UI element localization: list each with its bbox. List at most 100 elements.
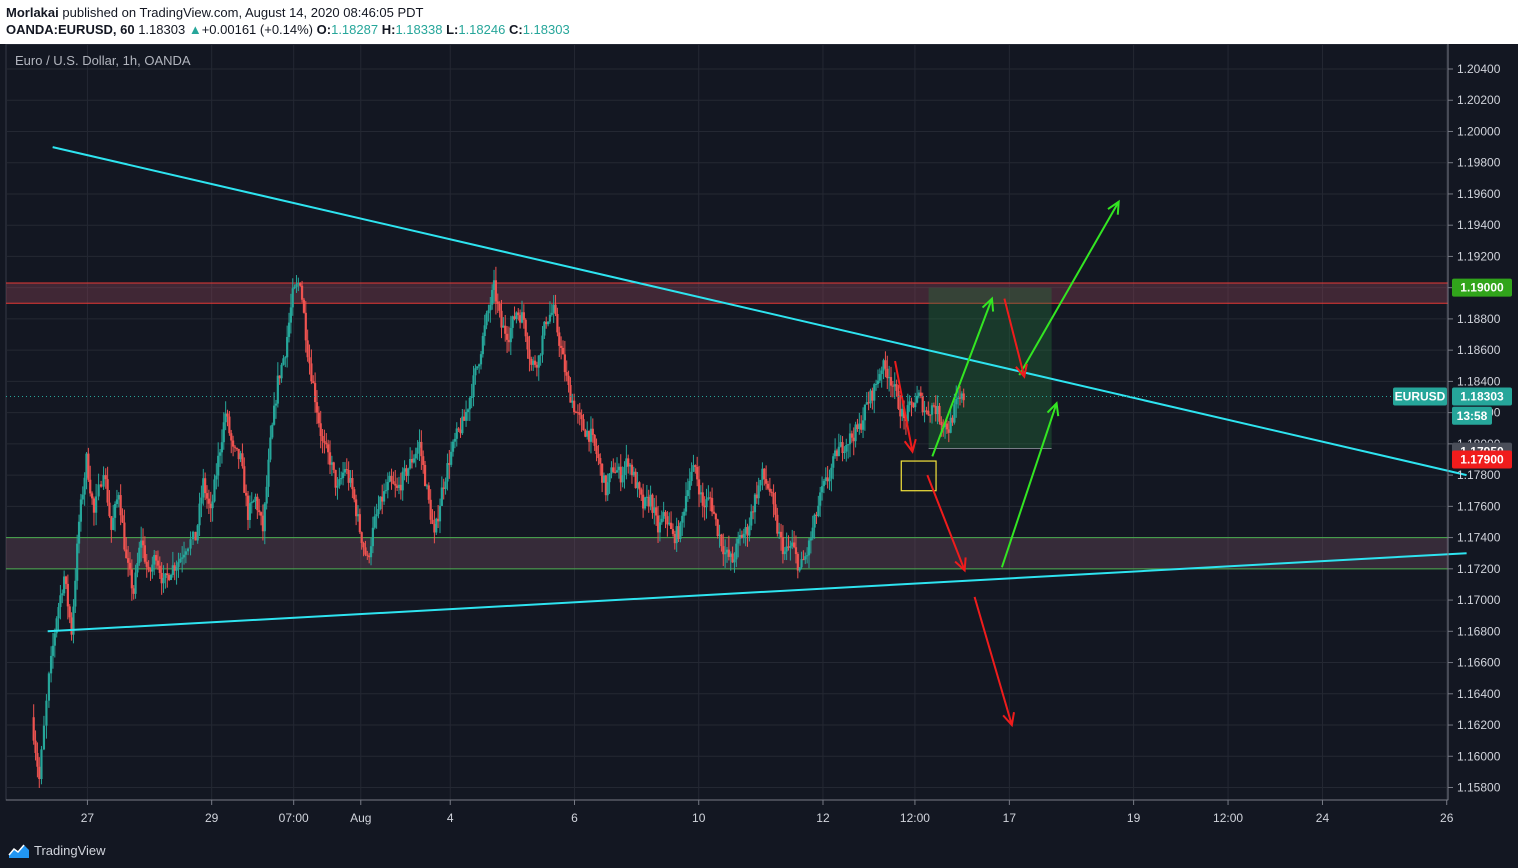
price-badge-value: 13:58 — [1457, 409, 1488, 423]
candle-body — [40, 749, 43, 780]
tradingview-brand[interactable]: TradingView — [34, 843, 106, 858]
candle-body — [138, 547, 141, 564]
candle-body — [573, 400, 576, 413]
y-tick-label: 1.17400 — [1457, 531, 1501, 545]
candle-body — [565, 372, 568, 376]
candle-body — [321, 436, 324, 442]
candle-body — [59, 595, 62, 608]
candle-body — [517, 312, 520, 316]
candle-body — [791, 542, 794, 546]
candle-body — [286, 336, 289, 358]
published-text: published on TradingView.com, August 14,… — [62, 5, 424, 20]
author-name[interactable]: Morlakai — [6, 5, 59, 20]
candle-body — [843, 451, 846, 454]
y-tick-label: 1.16000 — [1457, 749, 1501, 763]
candle-body — [461, 416, 464, 434]
candle-body — [873, 384, 876, 401]
candle-body — [642, 494, 645, 509]
candle-body — [230, 433, 233, 441]
candle-body — [487, 310, 490, 314]
candle-body — [405, 468, 408, 476]
red-arrow-head — [1002, 712, 1015, 728]
candle-body — [766, 483, 770, 489]
high-label: H: — [381, 22, 396, 37]
red-arrow — [1003, 298, 1028, 379]
candle-body — [254, 496, 257, 501]
y-tick-label: 1.18600 — [1457, 343, 1501, 357]
red-arrow — [973, 596, 1015, 728]
candle-body — [306, 340, 309, 358]
candle-body — [772, 492, 775, 505]
candle-body — [914, 402, 917, 408]
candle-body — [184, 551, 187, 555]
candle-body — [399, 484, 402, 491]
candle-body — [824, 477, 827, 481]
candle-body — [587, 430, 591, 442]
candle-body — [632, 471, 635, 476]
price-badge: 13:58 — [1452, 406, 1492, 425]
candle-body — [757, 485, 760, 499]
candle-body — [403, 468, 406, 472]
candle-body — [245, 492, 248, 496]
green-arrow — [1018, 199, 1120, 376]
candle-body — [783, 551, 786, 555]
price-badge-bg — [1452, 278, 1512, 297]
candle-body — [248, 503, 251, 520]
candle-body — [140, 540, 143, 548]
candle-body — [76, 543, 79, 581]
candle-body — [848, 433, 852, 445]
candle-body — [606, 482, 609, 496]
candle-body — [750, 511, 753, 526]
candle-body — [177, 562, 180, 567]
candle-body — [141, 540, 145, 546]
candle-body — [448, 463, 451, 465]
candle-body — [259, 512, 263, 516]
candle-body — [522, 312, 525, 320]
candle-body — [742, 533, 745, 539]
candle-body — [332, 462, 335, 470]
candle-body — [720, 534, 723, 547]
candle-body — [175, 566, 178, 571]
green-arrow — [931, 296, 995, 457]
candle-body — [643, 497, 647, 509]
candle-body — [530, 358, 533, 365]
candle-body — [852, 437, 855, 442]
candle-body — [440, 487, 443, 506]
candle-body — [822, 480, 826, 487]
candle-body — [811, 527, 814, 539]
candle-body — [356, 514, 360, 517]
candle-body — [785, 546, 788, 552]
candle-body — [878, 374, 881, 381]
candle-body — [282, 358, 285, 365]
stop-box — [900, 460, 937, 492]
candle-body — [453, 438, 456, 442]
candle-body — [437, 518, 440, 522]
candle-body — [561, 347, 565, 355]
candle-body — [166, 573, 169, 576]
candle-body — [916, 395, 919, 403]
candle-body — [725, 549, 729, 553]
tradingview-logo-icon[interactable] — [8, 842, 30, 860]
candle-body — [258, 510, 261, 513]
candle-body — [156, 560, 160, 566]
candle-body — [949, 417, 952, 433]
price-chart[interactable]: 1.20400 1.20200 1.20000 1.19800 1.19600 1.194… — [0, 44, 1518, 836]
x-tick-label: 10 — [692, 811, 706, 825]
candle-body — [796, 554, 799, 571]
candle-body — [45, 700, 48, 726]
candle-body — [630, 464, 634, 476]
candle-body — [597, 454, 600, 459]
candle-body — [455, 428, 458, 439]
green-arrow-head — [1046, 401, 1060, 417]
x-tick-label: 12 — [816, 811, 830, 825]
candle-body — [556, 314, 559, 333]
candle-body — [381, 496, 384, 502]
candle-body — [340, 478, 343, 480]
candle-body — [729, 553, 732, 557]
candle-body — [252, 500, 255, 503]
candle-body — [960, 393, 963, 399]
candle-body — [263, 503, 266, 532]
y-tick-label: 1.20400 — [1457, 62, 1501, 76]
candle-body — [476, 366, 479, 369]
y-tick-label: 1.18400 — [1457, 374, 1501, 388]
